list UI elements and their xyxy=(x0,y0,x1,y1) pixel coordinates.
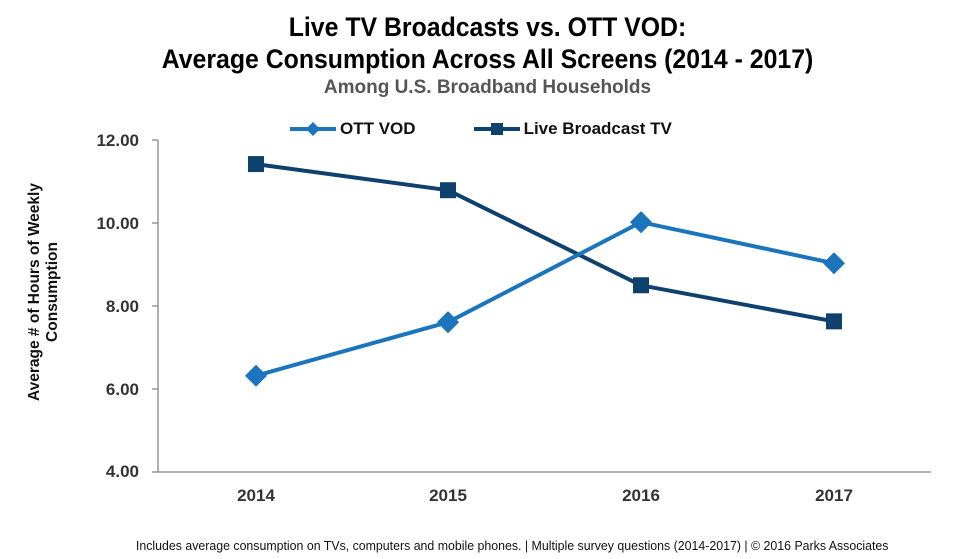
diamond-marker-icon xyxy=(245,364,267,387)
footer-note: Includes average consumption on TVs, com… xyxy=(135,538,889,553)
diamond-marker-icon xyxy=(630,211,652,233)
square-marker-icon xyxy=(826,313,842,330)
y-tick-label: 8.00 xyxy=(105,297,139,316)
series-live-broadcast-tv xyxy=(248,156,842,330)
legend-item-ott-vod: OTT VOD xyxy=(290,119,416,139)
axes xyxy=(152,139,931,473)
legend: OTT VOD Live Broadcast TV xyxy=(290,117,730,141)
square-marker-icon xyxy=(633,277,649,294)
legend-label: OTT VOD xyxy=(340,119,416,138)
y-tick-label: 4.00 xyxy=(105,462,139,481)
diamond-marker-icon xyxy=(290,122,336,136)
y-tick-label: 6.00 xyxy=(105,380,139,399)
series-layer xyxy=(245,156,845,387)
chart-title-line2: Average Consumption Across All Screens (… xyxy=(161,44,814,74)
legend-label: Live Broadcast TV xyxy=(523,119,672,138)
diamond-marker-icon xyxy=(437,311,459,333)
legend-item-live-broadcast-tv: Live Broadcast TV xyxy=(473,119,672,139)
x-tick-label: 2014 xyxy=(237,486,275,505)
chart-subtitle: Among U.S. Broadband Households xyxy=(323,77,652,98)
x-tick-label: 2015 xyxy=(429,486,467,505)
square-marker-icon xyxy=(248,156,264,173)
diamond-marker-icon xyxy=(823,252,845,275)
x-tick-label: 2016 xyxy=(622,486,660,505)
series-line xyxy=(255,220,835,378)
series-line xyxy=(255,162,835,324)
square-marker-icon xyxy=(440,182,456,199)
y-tick-label: 12.00 xyxy=(96,131,139,150)
chart-title-line1: Live TV Broadcasts vs. OTT VOD: xyxy=(288,12,687,42)
square-marker-icon xyxy=(473,123,520,135)
x-tick-label: 2017 xyxy=(815,486,853,505)
series-ott-vod xyxy=(245,211,845,387)
y-tick-label: 10.00 xyxy=(96,214,139,233)
